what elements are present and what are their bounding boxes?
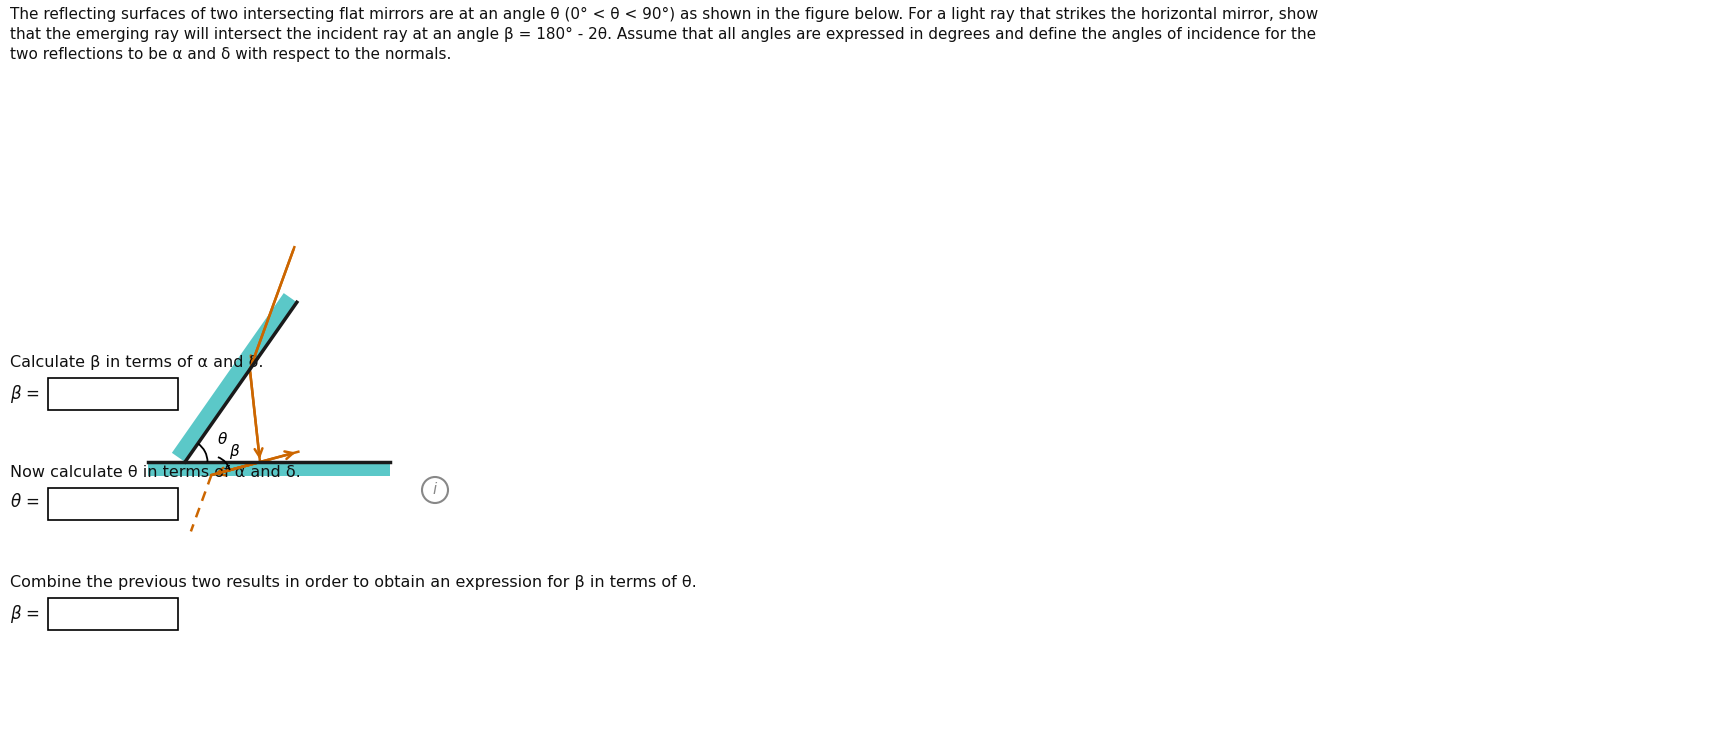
Bar xyxy=(48,598,177,630)
Bar xyxy=(48,488,177,520)
Polygon shape xyxy=(172,293,298,462)
Text: $\theta$: $\theta$ xyxy=(217,431,227,447)
Text: that the emerging ray will intersect the incident ray at an angle β = 180° - 2θ.: that the emerging ray will intersect the… xyxy=(10,27,1316,42)
Text: Now calculate θ in terms of α and δ.: Now calculate θ in terms of α and δ. xyxy=(10,465,301,480)
Text: $\beta$ =: $\beta$ = xyxy=(10,603,40,625)
Text: i: i xyxy=(433,483,437,498)
Text: $\theta$ =: $\theta$ = xyxy=(10,493,40,511)
Text: $\beta$ =: $\beta$ = xyxy=(10,383,40,405)
Text: The reflecting surfaces of two intersecting flat mirrors are at an angle θ (0° <: The reflecting surfaces of two intersect… xyxy=(10,7,1318,22)
Text: Calculate β in terms of α and δ.: Calculate β in terms of α and δ. xyxy=(10,355,263,370)
Bar xyxy=(48,378,177,410)
Text: two reflections to be α and δ with respect to the normals.: two reflections to be α and δ with respe… xyxy=(10,47,451,62)
Text: Combine the previous two results in order to obtain an expression for β in terms: Combine the previous two results in orde… xyxy=(10,575,697,590)
Text: $\beta$: $\beta$ xyxy=(229,442,241,461)
Bar xyxy=(148,462,390,476)
